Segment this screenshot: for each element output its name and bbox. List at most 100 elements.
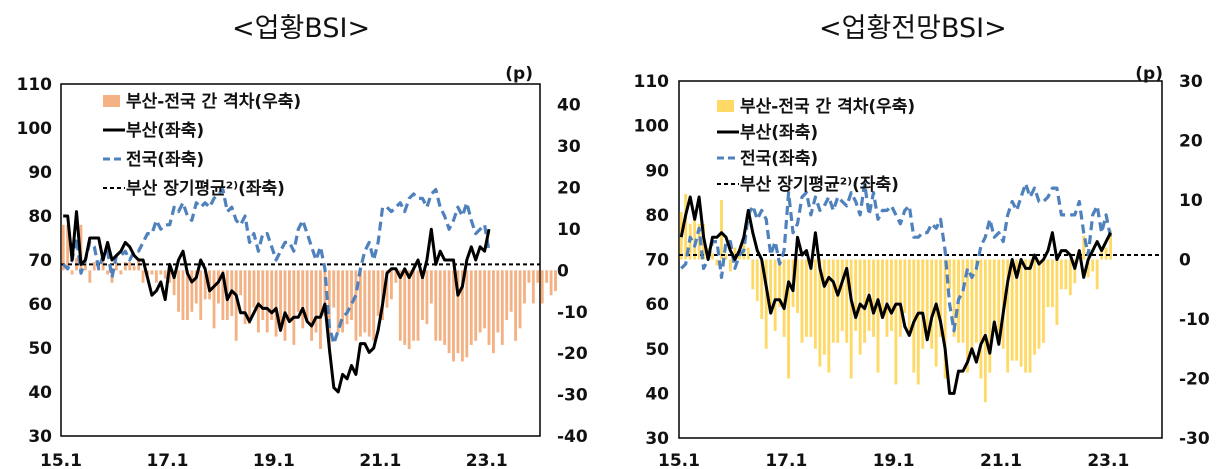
gap-bar [1033, 259, 1036, 355]
gap-bar [416, 270, 420, 341]
gap-bar [1015, 259, 1019, 361]
gap-bar [693, 211, 697, 260]
y-left-tick-label: 70 [28, 251, 52, 271]
gap-bar [163, 270, 167, 279]
gap-bar [279, 270, 282, 329]
gap-bar [818, 259, 822, 367]
gap-bar [292, 270, 296, 345]
gap-bar [483, 270, 486, 329]
gap-bar [1055, 259, 1059, 325]
gap-bar [916, 259, 920, 385]
gap-bar [737, 253, 741, 260]
gap-bar [128, 262, 132, 271]
gap-bar [372, 270, 376, 341]
gap-bar [425, 270, 429, 325]
gap-bar [1100, 247, 1104, 260]
x-tick-label: 21.1 [980, 451, 1022, 469]
gap-bar [194, 270, 198, 304]
gap-bar [1082, 235, 1086, 260]
national-series-line [62, 188, 491, 346]
gap-bar [845, 259, 849, 343]
gap-bar [898, 259, 902, 337]
gap-bar [925, 259, 929, 337]
y-left-tick-label: 30 [28, 427, 52, 447]
gap-bar [1068, 259, 1072, 296]
y-left-tick-label: 80 [645, 206, 669, 226]
gap-bar [283, 270, 287, 341]
gap-bar [217, 270, 220, 304]
gap-bar [376, 270, 380, 316]
busan-series-line [63, 210, 491, 394]
x-tick-label: 15.1 [658, 451, 700, 469]
gap-bar [296, 270, 300, 312]
y-right-tick-label: 40 [557, 96, 581, 116]
gap-bar [358, 270, 362, 337]
gap-bar [469, 270, 473, 345]
gap-bar [885, 259, 889, 337]
gap-bar [66, 224, 70, 271]
gap-bar [101, 262, 105, 271]
gap-bar [527, 270, 531, 283]
gap-bar [545, 270, 549, 283]
gap-bar [500, 270, 504, 345]
gap-bar [270, 270, 274, 321]
gap-bar [181, 270, 185, 321]
gap-bar [177, 270, 180, 312]
gap-bar [943, 259, 947, 379]
gap-bar [840, 259, 844, 331]
plot-area-frame [678, 80, 1163, 439]
gap-bar [1037, 259, 1041, 349]
y-right-tick-label: -10 [557, 303, 588, 323]
gap-bar [474, 270, 478, 341]
x-tick-label: 19.1 [253, 451, 295, 469]
gap-bar [305, 270, 309, 321]
y-right-tick-label: -20 [1179, 370, 1210, 390]
gap-bar [760, 259, 764, 319]
y-right-tick-label: -20 [557, 344, 588, 364]
gap-bar [341, 270, 345, 333]
gap-bar [827, 259, 831, 373]
gap-bar [1059, 259, 1063, 290]
gap-bar [150, 270, 154, 275]
gap-bar [70, 270, 74, 275]
gap-bar [966, 259, 969, 373]
gap-bar [363, 270, 367, 333]
x-tick-label: 15.1 [40, 451, 82, 469]
gap-bar [319, 270, 322, 350]
y-right-tick-label: 20 [1179, 132, 1203, 152]
unit-label: (p) [1135, 64, 1163, 84]
gap-bar [536, 270, 540, 283]
gap-bar [787, 259, 791, 379]
gap-bar [115, 262, 118, 271]
gap-bar [907, 259, 911, 331]
gap-bar [518, 270, 522, 329]
y-left-tick-label: 60 [645, 295, 669, 315]
y-right-tick-label: -30 [557, 386, 588, 406]
gap-bar [261, 270, 265, 321]
gap-bar [849, 259, 853, 379]
gap-bar [248, 270, 251, 325]
gap-bar [354, 270, 358, 341]
y-left-tick-label: 100 [17, 119, 53, 139]
y-right-tick-label: 10 [557, 220, 581, 240]
gap-bar [456, 270, 460, 354]
gap-bar [523, 270, 526, 304]
gap-bar [514, 270, 518, 341]
gap-bar [1091, 259, 1095, 272]
gap-bar [782, 259, 786, 337]
gap-bar [310, 270, 314, 341]
y-right-tick-label: 0 [1179, 251, 1191, 271]
gap-bar [831, 259, 835, 343]
gap-bar [256, 270, 260, 333]
unit-label: (p) [505, 64, 533, 84]
legend-label: 전국(좌축) [740, 149, 818, 169]
gap-bar [385, 270, 389, 308]
y-right-tick-label: 30 [557, 137, 581, 157]
plot-area-frame [60, 83, 541, 437]
gap-bar [930, 259, 934, 349]
gap-bar [921, 259, 925, 349]
gap-bar [1050, 259, 1054, 308]
gap-bar [854, 259, 858, 331]
gap-bar [492, 270, 495, 354]
gap-bar [724, 253, 728, 260]
